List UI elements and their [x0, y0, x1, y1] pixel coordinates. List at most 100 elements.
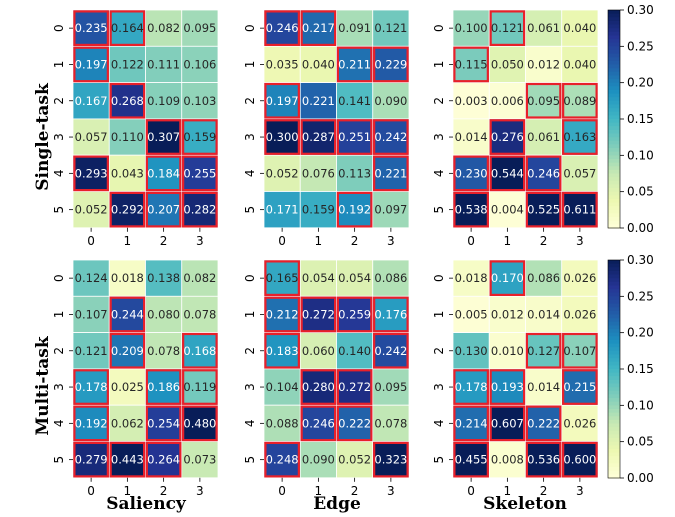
cell-value-label: 0.168	[183, 344, 216, 358]
highlight-box	[300, 10, 337, 46]
cell-value-label: 0.268	[111, 94, 144, 108]
cell-value-label: 0.090	[302, 453, 335, 467]
y-tick-label: 3	[243, 133, 257, 141]
y-tick-label: 3	[432, 133, 446, 141]
heatmap-cell	[299, 45, 337, 83]
colorbar-segment	[608, 198, 620, 204]
colorbar-segment	[608, 68, 620, 73]
colorbars-layer: 0.00 0.05 0.10 0.15 0.20 0.25 0.30 0.00 0.05 0.10…	[607, 3, 654, 485]
cell-value-label: 0.242	[374, 344, 407, 358]
cell-value-label: 0.124	[75, 271, 108, 285]
heatmap-cell	[263, 404, 301, 442]
colorbar-segment	[608, 166, 620, 171]
colorbar-segment	[608, 115, 620, 120]
colorbar-segment	[608, 93, 620, 98]
x-tick-label: 1	[124, 484, 132, 498]
cell-value-label: 0.078	[147, 344, 180, 358]
cell-value-label: 0.086	[374, 271, 407, 285]
colorbar-segment	[608, 24, 620, 29]
colorbar-segment	[608, 206, 620, 211]
highlight-box	[109, 332, 146, 369]
cell-value-label: 0.106	[183, 57, 216, 71]
colorbar-tick-label: 0.00	[627, 221, 654, 235]
y-tick-label: 1	[52, 311, 66, 319]
y-tick-label: 1	[52, 61, 66, 69]
cell-value-label: 0.221	[374, 166, 407, 180]
colorbar-segment	[608, 184, 620, 189]
highlight-box	[264, 119, 300, 155]
highlight-box	[373, 119, 409, 155]
highlight-box	[264, 82, 300, 119]
highlight-box	[562, 332, 598, 369]
colorbar-segment	[608, 111, 620, 116]
cell-value-label: 0.176	[374, 307, 407, 321]
cell-value-label: 0.183	[266, 344, 299, 358]
colorbar-segment	[608, 71, 620, 76]
colorbar-segment	[608, 35, 620, 40]
cell-value-label: 0.003	[455, 94, 488, 108]
colorbar-segment	[608, 354, 620, 359]
y-tick-label: 0	[432, 274, 446, 282]
heatmap-cell	[372, 82, 410, 120]
cell-value-label: 0.229	[374, 57, 407, 71]
y-tick-label: 4	[52, 420, 66, 428]
highlight-box	[182, 405, 218, 442]
y-tick-label: 4	[243, 170, 257, 178]
highlight-box	[145, 119, 182, 155]
colorbar-segment	[608, 394, 620, 399]
cell-value-label: 0.119	[183, 380, 216, 394]
cell-value-label: 0.211	[338, 57, 371, 71]
colorbar-segment	[608, 57, 620, 62]
highlight-box	[489, 155, 526, 192]
heatmap-cell	[372, 259, 410, 297]
highlight-box	[336, 46, 373, 83]
cell-value-label: 0.287	[302, 130, 335, 144]
colorbar-segment	[608, 445, 620, 450]
y-tick-label: 4	[432, 420, 446, 428]
cell-value-label: 0.060	[302, 344, 335, 358]
cell-value-label: 0.082	[183, 271, 216, 285]
heatmap-cell	[108, 332, 146, 370]
y-tick-label: 2	[52, 97, 66, 105]
colorbar-tick-label: 0.05	[627, 435, 654, 449]
colorbar-segment	[608, 60, 620, 66]
cell-value-label: 0.100	[455, 21, 488, 35]
colorbar-segment	[608, 42, 620, 47]
cell-value-label: 0.280	[302, 380, 335, 394]
cell-value-label: 0.178	[455, 380, 488, 394]
heatmap-cell	[488, 441, 526, 479]
y-tick-label: 3	[243, 383, 257, 391]
cell-value-label: 0.222	[338, 416, 371, 430]
highlight-box	[562, 82, 598, 119]
heatmap-cell	[145, 154, 183, 192]
heatmap-cell	[299, 332, 337, 370]
highlight-box	[182, 369, 218, 405]
cell-value-label: 0.217	[302, 21, 335, 35]
cell-value-label: 0.186	[147, 380, 180, 394]
cell-value-label: 0.089	[563, 94, 596, 108]
heatmap-cell	[108, 118, 146, 156]
colorbar-segment	[608, 474, 620, 479]
cell-value-label: 0.078	[374, 416, 407, 430]
heatmap-cell	[525, 154, 563, 192]
cell-value-label: 0.222	[527, 416, 560, 430]
colorbar-segment	[608, 289, 620, 294]
colorbar-segment	[608, 20, 620, 26]
colorbar-segment	[608, 97, 620, 102]
heatmap-cell	[488, 332, 526, 370]
heatmap-cell	[181, 404, 219, 442]
highlight-box	[182, 119, 218, 155]
colorbar-segment	[608, 343, 620, 348]
heatmap-panel-single-task-saliency: 0.235 0.164 0.082 0.095 0.197 0.122 0.111 0.106…	[52, 9, 219, 248]
colorbar-segment	[608, 318, 620, 323]
highlight-box	[489, 405, 526, 442]
cell-value-label: 0.097	[374, 203, 407, 217]
colorbar-segment	[608, 213, 620, 218]
cell-value-label: 0.018	[455, 271, 488, 285]
heatmap-cell	[452, 368, 490, 406]
x-tick-label: 0	[87, 484, 95, 498]
cell-value-label: 0.052	[266, 166, 299, 180]
heatmap-cell	[108, 191, 146, 229]
column-label-edge: Edge	[313, 494, 361, 514]
y-tick-label: 4	[432, 170, 446, 178]
